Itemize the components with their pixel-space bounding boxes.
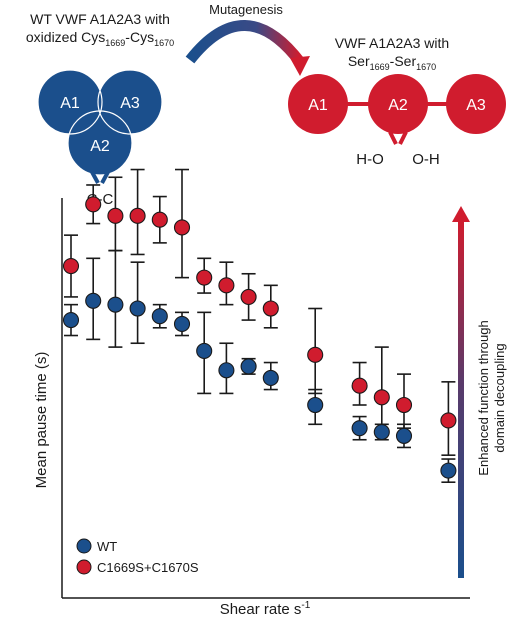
legend: WT C1669S+C1670S — [76, 538, 199, 575]
mutant-data-point — [62, 257, 80, 275]
mutant-data-point — [373, 389, 390, 406]
wt-data-point — [196, 342, 213, 360]
wt-data-point — [62, 312, 80, 329]
chart: Mean pause time (s) Shear rate s-1 WT C1… — [33, 168, 507, 618]
mut-a2-label: A2 — [388, 97, 408, 114]
y-axis-label: Mean pause time (s) — [33, 352, 50, 489]
mutant-data-point — [395, 396, 413, 414]
mut-domain-a2 — [368, 74, 428, 134]
mutant-data-point — [240, 288, 257, 305]
mutagenesis-label: Mutagenesis — [209, 2, 283, 17]
wt-caption-line2: oxidized Cys1669-Cys1670 — [26, 29, 174, 48]
wt-disulfide-bond — [90, 171, 110, 184]
legend-wt-marker — [76, 538, 92, 554]
arrow-label-line2: domain decoupling — [492, 343, 507, 452]
mut-hydroxyl-right: O-H — [412, 151, 440, 168]
wt-data-point — [351, 420, 368, 437]
mut-a3-label: A3 — [466, 97, 486, 114]
wt-data-point — [440, 462, 457, 479]
mutant-data-point — [196, 269, 213, 286]
mutagenesis-arrow: Mutagenesis — [185, 2, 310, 76]
data-points — [62, 196, 457, 479]
wt-domain-cluster: A1 A3 A2 C-C — [37, 69, 163, 208]
mut-domain-chain: A1 A2 A3 H-O O-H — [288, 74, 506, 168]
legend-mut-marker — [76, 559, 92, 575]
mutant-data-point — [173, 219, 191, 236]
wt-data-point — [218, 362, 235, 379]
wt-data-point — [151, 308, 168, 325]
wt-data-point — [240, 358, 257, 375]
x-axis-label: Shear rate s-1 — [220, 600, 311, 618]
wt-data-point — [307, 396, 324, 414]
mut-hydroxyl-left: H-O — [356, 151, 384, 168]
wt-data-point — [262, 369, 279, 387]
mut-serine-stubs — [388, 131, 408, 145]
wt-data-point — [107, 296, 124, 313]
mutant-data-point — [440, 412, 457, 429]
mut-domain-a3 — [446, 74, 506, 134]
wt-a3-label: A3 — [120, 95, 140, 112]
wt-data-point — [395, 427, 413, 444]
mutant-data-point — [262, 300, 279, 317]
enhanced-function-arrow: Enhanced function through domain decoupl… — [452, 206, 507, 578]
legend-wt-label: WT — [97, 539, 117, 554]
mutant-data-point — [151, 211, 168, 228]
wt-a1-label: A1 — [60, 95, 80, 112]
mutant-data-point — [218, 277, 235, 294]
wt-data-point — [173, 315, 191, 332]
wt-data-point — [373, 423, 390, 441]
mutant-data-point — [307, 346, 324, 363]
arrow-label-line1: Enhanced function through — [476, 320, 491, 475]
wt-a2-label: A2 — [90, 138, 110, 155]
wt-domain-a2 — [68, 111, 132, 175]
mut-caption-line2: Ser1669-Ser1670 — [348, 53, 436, 72]
mutant-data-point — [351, 377, 368, 394]
wt-data-point — [85, 292, 102, 309]
mut-domain-a1 — [288, 74, 348, 134]
mut-a1-label: A1 — [308, 97, 328, 114]
schematic-panel: WT VWF A1A2A3 with oxidized Cys1669-Cys1… — [26, 2, 506, 208]
mutant-data-point — [107, 207, 124, 224]
mut-caption-line1: VWF A1A2A3 with — [335, 35, 449, 51]
mutant-data-point — [85, 196, 102, 213]
wt-data-point — [129, 300, 146, 317]
mutant-data-point — [129, 207, 146, 224]
wt-caption-line1: WT VWF A1A2A3 with — [30, 11, 170, 27]
legend-mut-label: C1669S+C1670S — [97, 560, 199, 575]
